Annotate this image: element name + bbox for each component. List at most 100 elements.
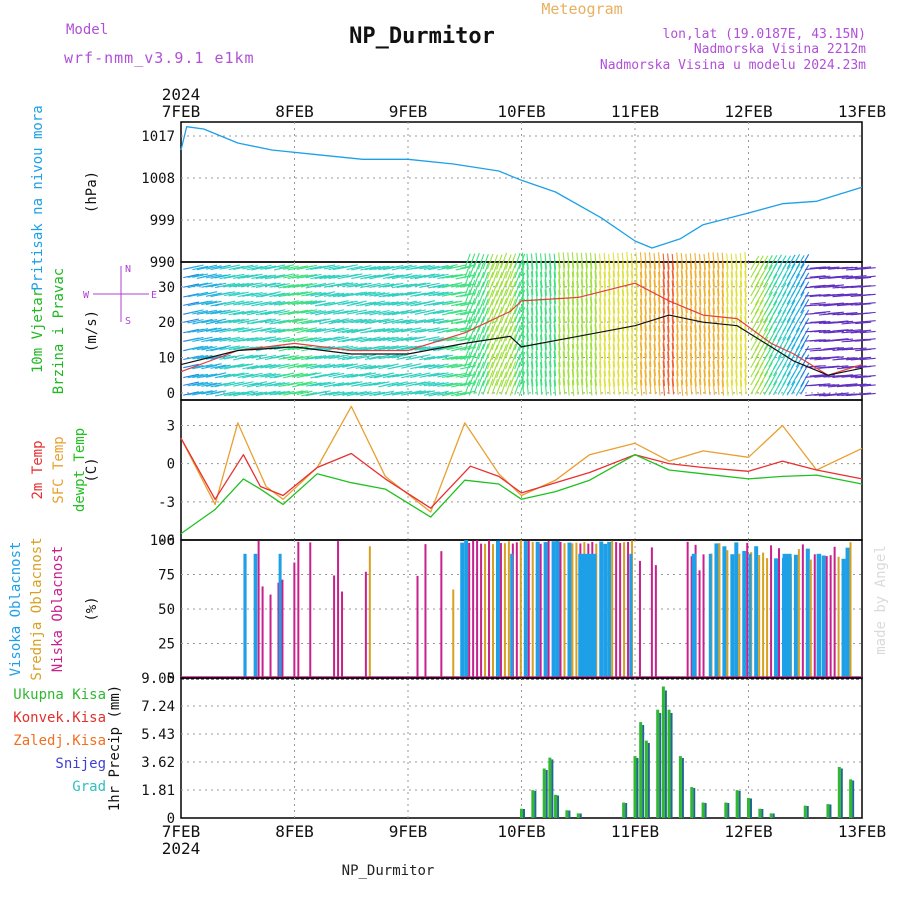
cloud-bar-low xyxy=(702,554,705,678)
wind-barb xyxy=(599,297,602,315)
wind-barb xyxy=(689,316,693,333)
wind-barb xyxy=(558,252,561,269)
wind-barb xyxy=(486,281,494,297)
precip-bar xyxy=(701,802,705,818)
wind-barb xyxy=(846,302,863,305)
wind-barb xyxy=(608,324,611,341)
temp-label-0: 2m Temp xyxy=(30,440,46,499)
wind-barb xyxy=(432,372,449,377)
wind-barb xyxy=(477,380,485,396)
wind-barb xyxy=(446,390,463,395)
wind-barb xyxy=(486,253,494,270)
wind-barb xyxy=(599,315,602,332)
wind-barb xyxy=(603,351,607,368)
wind-barb xyxy=(396,327,413,333)
date-tick-top: 13FEB xyxy=(838,102,886,121)
wind-barb xyxy=(539,361,543,378)
wind-barb xyxy=(337,337,354,343)
wind-barb xyxy=(782,281,792,297)
wind-barb xyxy=(482,317,489,334)
wind-barb xyxy=(437,274,454,280)
wind-barb xyxy=(735,352,738,369)
wind-barb xyxy=(410,319,427,324)
wind-barb xyxy=(635,360,638,377)
precip-label-4: Grad xyxy=(72,779,106,795)
wind-barb xyxy=(410,328,427,333)
wind-barb xyxy=(237,381,254,386)
wind-barb xyxy=(594,316,597,333)
wind-barb xyxy=(486,378,494,395)
wind-barb xyxy=(539,369,543,386)
wind-barb xyxy=(744,270,747,287)
wind-barb xyxy=(382,373,399,379)
wind-barb xyxy=(680,343,684,360)
wind-barb xyxy=(800,345,810,361)
wind-barb xyxy=(750,371,760,386)
wind-barb xyxy=(428,301,445,306)
wind-barb xyxy=(526,316,529,333)
wind-barb xyxy=(233,372,249,378)
wind-barb xyxy=(486,263,494,279)
wind-barb xyxy=(750,281,760,297)
wind-barb xyxy=(599,352,602,369)
wind-barb xyxy=(612,351,616,368)
wind-barb xyxy=(419,381,436,387)
wind-barb xyxy=(717,270,720,287)
wind-barb xyxy=(676,288,679,305)
wind-barb xyxy=(571,307,575,324)
wind-barb xyxy=(648,279,652,296)
wind-barb xyxy=(486,353,494,369)
date-tick-top: 11FEB xyxy=(611,102,659,121)
wind-barb xyxy=(514,325,521,341)
wind-barb xyxy=(237,310,254,315)
wind-barb xyxy=(364,291,381,297)
wind-barb xyxy=(800,334,810,350)
wind-barb xyxy=(754,371,764,386)
wind-barb xyxy=(428,382,445,387)
wind-barb xyxy=(187,319,204,324)
wind-barb xyxy=(744,306,747,323)
wind-barb xyxy=(544,271,548,288)
wind-barb xyxy=(432,264,449,270)
wind-barb xyxy=(500,344,508,360)
wind-barb xyxy=(437,291,454,297)
date-tick-top: 8FEB xyxy=(275,102,314,121)
wind-barb xyxy=(355,291,372,297)
wind-barb xyxy=(319,264,336,269)
wind-barb xyxy=(721,352,725,369)
wind-barb xyxy=(526,378,529,395)
wind-barb xyxy=(323,265,340,270)
wind-barb xyxy=(464,379,471,396)
wind-barb xyxy=(242,265,259,270)
wind-barb xyxy=(391,381,408,386)
wind-barb xyxy=(518,253,526,270)
wind-barb xyxy=(726,297,729,314)
wind-barb xyxy=(237,328,254,333)
wind-barb xyxy=(585,288,588,305)
wind-barb xyxy=(214,264,231,270)
wind-barb xyxy=(648,351,652,368)
wind-barb xyxy=(662,288,666,305)
wind-barb xyxy=(730,334,734,351)
wind-barb xyxy=(387,328,404,333)
wind-barb xyxy=(553,306,557,323)
wind-barb xyxy=(401,336,417,342)
wind-barb xyxy=(477,261,485,278)
wind-barb xyxy=(763,291,773,307)
wind-barb xyxy=(676,316,679,333)
wind-barb xyxy=(273,310,290,315)
wind-gust-line xyxy=(180,282,863,376)
wind-barb xyxy=(707,298,711,315)
wind-barb xyxy=(310,300,327,305)
wind-barb xyxy=(373,328,390,333)
wind-barb xyxy=(521,370,525,387)
wind-barb xyxy=(558,351,561,368)
wind-barb xyxy=(205,292,222,297)
wind-barb xyxy=(694,297,697,314)
cloud-bar-mid xyxy=(507,541,510,678)
precip-bar-snow xyxy=(523,808,525,818)
wind-barb xyxy=(653,297,656,314)
wind-barb xyxy=(328,336,345,341)
wind-barb xyxy=(639,369,643,386)
